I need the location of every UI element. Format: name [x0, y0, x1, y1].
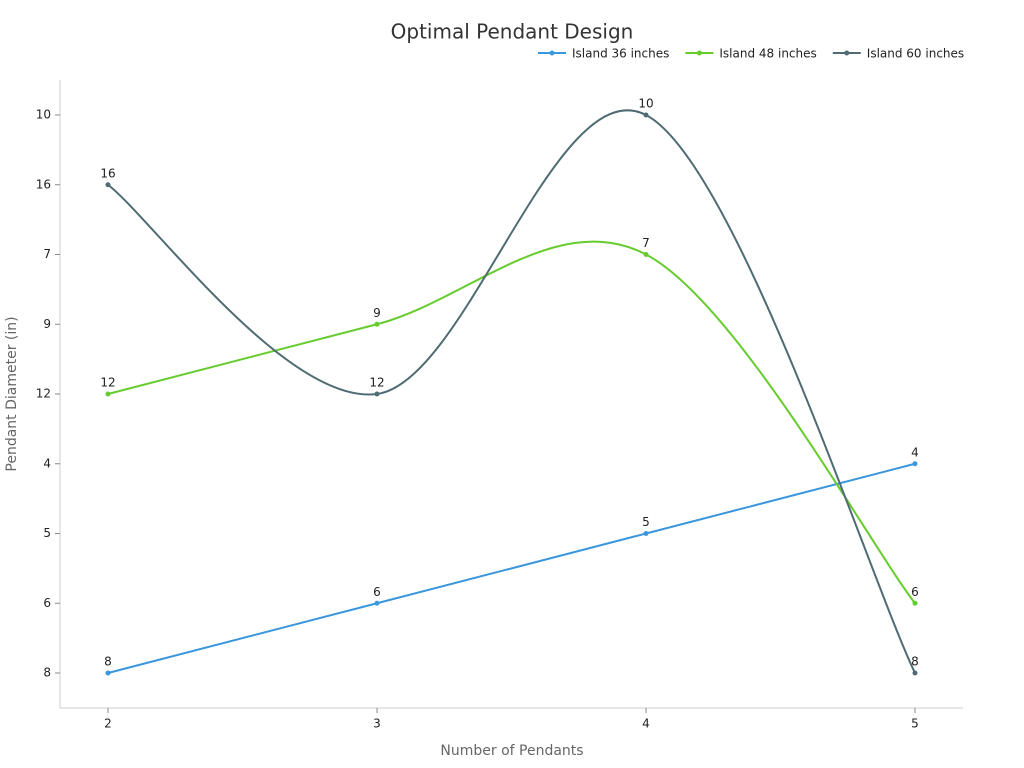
x-tick-label: 5 [911, 717, 919, 731]
chart-title: Optimal Pendant Design [391, 20, 634, 44]
x-axis-title: Number of Pendants [440, 743, 583, 759]
point [105, 670, 111, 676]
series-line [107, 240, 916, 604]
point [912, 600, 918, 606]
x-tick-label: 3 [373, 717, 381, 731]
legend-label: Island 36 inches [572, 47, 669, 61]
point [643, 531, 649, 536]
point [105, 182, 111, 188]
y-tick-label: 12 [36, 387, 51, 401]
point [374, 321, 380, 327]
point [105, 391, 111, 397]
point [374, 391, 380, 397]
data-label: 7 [642, 236, 650, 250]
data-label: 10 [638, 97, 653, 111]
y-tick-label: 7 [43, 247, 51, 261]
x-tick-label: 4 [642, 717, 650, 731]
data-label: 6 [911, 585, 919, 599]
legend-label: Island 60 inches [867, 47, 964, 61]
point [374, 600, 380, 606]
data-label: 4 [911, 445, 919, 459]
legend-marker [696, 50, 702, 56]
y-tick-label: 5 [43, 526, 51, 540]
data-label: 12 [100, 376, 115, 390]
legend-marker [844, 50, 850, 56]
legend-marker [549, 50, 555, 56]
data-label: 16 [100, 166, 115, 180]
series-line [107, 109, 916, 674]
y-tick-label: 8 [43, 666, 51, 680]
y-tick-label: 10 [36, 108, 51, 122]
data-label: 8 [911, 655, 919, 669]
y-tick-label: 16 [36, 177, 51, 191]
data-label: 9 [373, 306, 381, 320]
data-label: 5 [642, 515, 650, 529]
point [912, 670, 918, 676]
series-line [107, 462, 916, 674]
point [912, 461, 918, 467]
y-tick-label: 9 [43, 317, 51, 331]
data-label: 8 [104, 655, 112, 669]
x-tick-label: 2 [104, 717, 112, 731]
point [643, 252, 649, 257]
point [643, 112, 649, 118]
y-tick-label: 6 [43, 596, 51, 610]
y-axis-title: Pendant Diameter (in) [4, 316, 20, 471]
data-label: 12 [369, 376, 384, 390]
y-tick-label: 4 [43, 456, 51, 470]
legend-label: Island 48 inches [719, 47, 816, 61]
data-label: 6 [373, 585, 381, 599]
